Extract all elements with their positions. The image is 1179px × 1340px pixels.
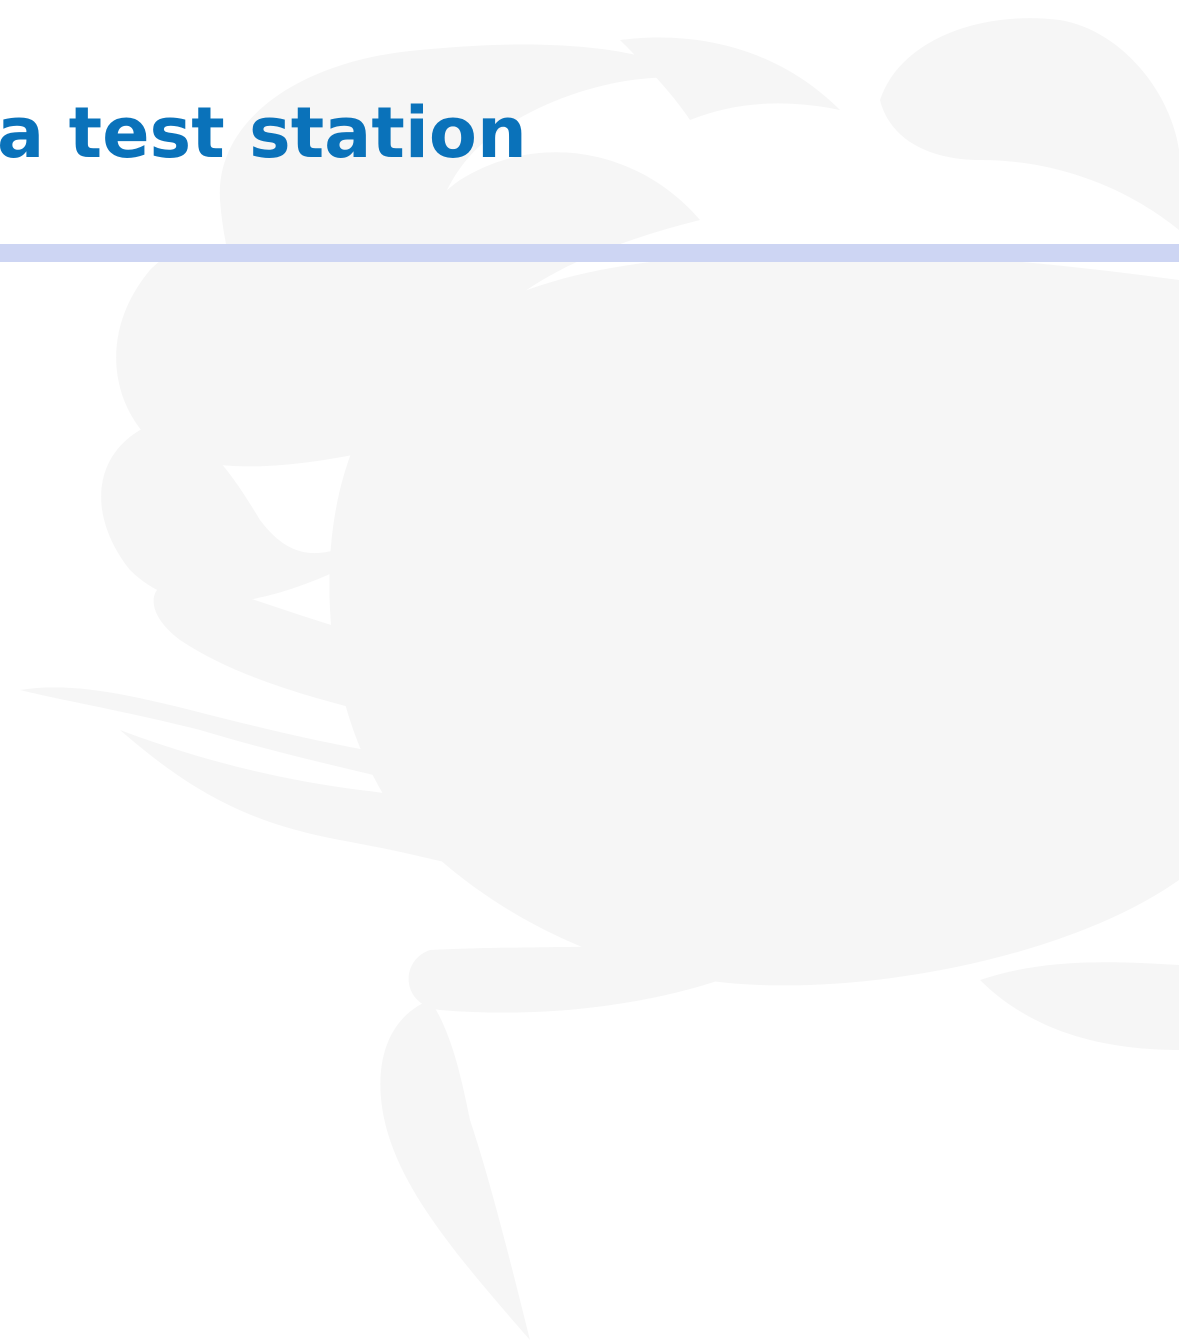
crab-background (0, 0, 1179, 1340)
page: {"header": {"title": "a test station"}} … (0, 0, 1179, 1340)
page-title: a test station (0, 92, 527, 174)
header-rule (0, 244, 1179, 262)
crab-silhouette (20, 18, 1179, 1340)
